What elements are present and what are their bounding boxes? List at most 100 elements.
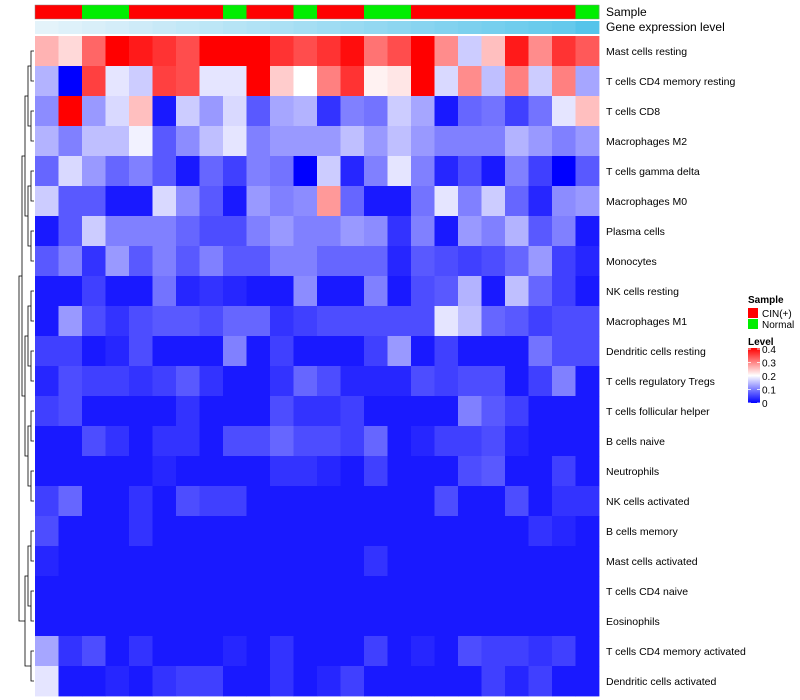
heatmap-cell	[434, 216, 459, 247]
heatmap-cell	[575, 276, 600, 307]
dendrogram-branch	[30, 410, 34, 442]
heatmap-cell	[270, 396, 294, 427]
dendrogram-branch	[30, 470, 34, 502]
heatmap-cell	[387, 126, 412, 157]
heatmap-cell	[340, 36, 365, 67]
heatmap-cell	[528, 66, 553, 97]
heatmap-cell	[387, 336, 412, 367]
heatmap-cell	[246, 246, 271, 277]
heatmap-cell	[387, 426, 412, 457]
heatmap-cell	[152, 576, 177, 607]
heatmap-cell	[246, 36, 271, 67]
heatmap-cell	[105, 246, 130, 277]
heatmap-cell	[528, 306, 553, 337]
heatmap-cell	[58, 66, 83, 97]
heatmap-cell	[505, 636, 529, 667]
heatmap-cell	[152, 396, 177, 427]
row-label: Dendritic cells resting	[606, 346, 706, 358]
heatmap-cell	[552, 666, 576, 697]
heatmap-cell	[340, 426, 365, 457]
heatmap-cell	[575, 426, 600, 457]
heatmap-cell	[152, 366, 177, 397]
heatmap-cell	[293, 126, 318, 157]
heatmap-cell	[129, 546, 153, 577]
dendrogram-branch	[30, 530, 34, 562]
heatmap-cell	[129, 276, 153, 307]
heatmap-cell	[364, 126, 388, 157]
heatmap-cell	[270, 486, 294, 517]
heatmap-cell	[458, 96, 482, 127]
legend-level-title: Level	[748, 337, 774, 348]
heatmap-cell	[411, 216, 435, 247]
heatmap-cell	[481, 186, 506, 217]
heatmap-cell	[105, 336, 130, 367]
heatmap-cell	[364, 456, 388, 487]
heatmap-cell	[105, 396, 130, 427]
heatmap-cell	[387, 96, 412, 127]
heatmap-cell	[387, 246, 412, 277]
heatmap-cell	[293, 36, 318, 67]
heatmap-cell	[411, 96, 435, 127]
heatmap-cell	[58, 36, 83, 67]
heatmap-cell	[270, 516, 294, 547]
heatmap-cell	[458, 306, 482, 337]
row-label: B cells memory	[606, 526, 679, 538]
heatmap-cell	[270, 216, 294, 247]
heatmap-cell	[575, 126, 600, 157]
heatmap-cell	[35, 66, 59, 97]
heatmap-cell	[364, 336, 388, 367]
heatmap-cell	[505, 396, 529, 427]
heatmap-cell	[176, 126, 200, 157]
expression-annotation-cell	[434, 21, 459, 34]
heatmap-cell	[364, 156, 388, 187]
heatmap-cell	[176, 576, 200, 607]
heatmap-cell	[481, 216, 506, 247]
heatmap-cell	[82, 276, 106, 307]
heatmap-cell	[129, 216, 153, 247]
expression-annotation-cell	[35, 21, 59, 34]
heatmap-cell	[58, 366, 83, 397]
heatmap-cell	[552, 156, 576, 187]
heatmap-cell	[458, 216, 482, 247]
heatmap-cell	[552, 336, 576, 367]
heatmap-cell	[552, 576, 576, 607]
heatmap-cell	[129, 306, 153, 337]
legend-level-colorbar	[748, 348, 760, 403]
row-label: T cells CD4 memory activated	[606, 646, 746, 658]
heatmap-cell	[458, 576, 482, 607]
heatmap-cell	[317, 606, 341, 637]
dendrogram-branch	[30, 650, 34, 682]
dendrogram-branch	[24, 95, 28, 217]
heatmap-cell	[340, 156, 365, 187]
heatmap-cell	[552, 396, 576, 427]
heatmap-cell	[434, 396, 459, 427]
heatmap-cell	[340, 636, 365, 667]
heatmap-cell	[434, 156, 459, 187]
heatmap-cell	[270, 606, 294, 637]
heatmap-cell	[129, 186, 153, 217]
heatmap-cell	[575, 306, 600, 337]
sample-annotation-label: Sample	[606, 5, 647, 19]
expression-annotation-cell	[387, 21, 412, 34]
heatmap-cell	[105, 666, 130, 697]
heatmap-cell	[528, 456, 553, 487]
heatmap-cell	[152, 666, 177, 697]
heatmap-cell	[434, 606, 459, 637]
dendrogram-branch	[18, 275, 25, 622]
heatmap-cell	[129, 366, 153, 397]
heatmap-cell	[458, 186, 482, 217]
heatmap-cell	[293, 486, 318, 517]
heatmap-cell	[340, 246, 365, 277]
heatmap-cell	[552, 36, 576, 67]
sample-annotation-cell	[387, 5, 412, 19]
heatmap-cell	[105, 276, 130, 307]
heatmap-cell	[82, 486, 106, 517]
heatmap-cell	[246, 516, 271, 547]
heatmap-cell	[364, 426, 388, 457]
heatmap-cell	[176, 306, 200, 337]
row-label: T cells follicular helper	[606, 406, 710, 418]
heatmap-cell	[364, 636, 388, 667]
heatmap-cell	[481, 456, 506, 487]
heatmap-cell	[270, 96, 294, 127]
heatmap-cell	[176, 546, 200, 577]
